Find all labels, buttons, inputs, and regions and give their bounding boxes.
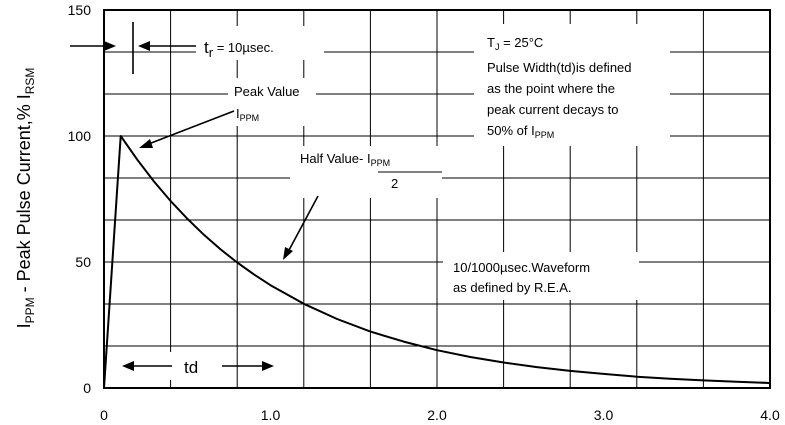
peak-pointer-line — [145, 110, 235, 146]
tj-label: TJ = 25°C — [487, 35, 543, 52]
td-left-arrowhead — [122, 361, 134, 371]
td-label-mask — [170, 352, 220, 380]
peak-pointer-arrowhead — [139, 139, 153, 148]
half-pointer-arrowhead — [283, 247, 293, 260]
waveform-note-mask — [443, 252, 639, 300]
y-tick-label: 50 — [75, 254, 91, 270]
x-tick-label: 0 — [100, 407, 108, 423]
waveform-line-1: 10/1000µsec.Waveform — [453, 260, 590, 275]
tr-label: tr = 10µsec. — [204, 38, 274, 60]
td-label: td — [184, 358, 198, 377]
pulse-width-line-2: as the point where the — [487, 81, 615, 96]
x-tick-labels: 0 1.0 2.0 3.0 4.0 — [100, 407, 780, 423]
y-tick-label: 150 — [68, 2, 92, 18]
td-right-arrowhead — [262, 361, 274, 371]
peak-label-mask — [228, 78, 316, 126]
tr-label-mask — [196, 26, 324, 60]
tr-left-arrowhead — [104, 41, 116, 51]
x-tick-label: 3.0 — [594, 407, 614, 423]
half-value-denominator: 2 — [391, 176, 398, 191]
tj-note-mask — [474, 24, 670, 146]
pulse-width-line-1: Pulse Width(td)is defined — [487, 60, 632, 75]
y-tick-labels: 0 50 100 150 — [68, 2, 92, 396]
x-tick-label: 1.0 — [261, 407, 281, 423]
plot-border — [103, 9, 771, 389]
waveform-line-2: as defined by R.E.A. — [453, 280, 572, 295]
x-tick-label: 4.0 — [760, 407, 780, 423]
td-marker — [122, 361, 274, 371]
half-pointer-line — [287, 195, 319, 253]
peak-ippm-label: IPPM — [236, 106, 259, 123]
pulse-width-line-3: peak current decays to — [487, 102, 619, 117]
y-tick-label: 0 — [83, 380, 91, 396]
series-group — [104, 135, 770, 388]
peak-value-label: Peak Value — [234, 84, 300, 99]
series-line — [104, 135, 770, 388]
half-value-label: Half Value- IPPM — [300, 151, 390, 168]
y-tick-label: 100 — [68, 128, 92, 144]
x-tick-label: 2.0 — [427, 407, 447, 423]
y-axis-label: IPPM - Peak Pulse Current,% IRSM — [14, 68, 37, 329]
pulse-width-line-4: 50% of IPPM — [487, 123, 554, 140]
tr-marker — [70, 22, 196, 74]
tr-right-arrowhead — [138, 41, 150, 51]
